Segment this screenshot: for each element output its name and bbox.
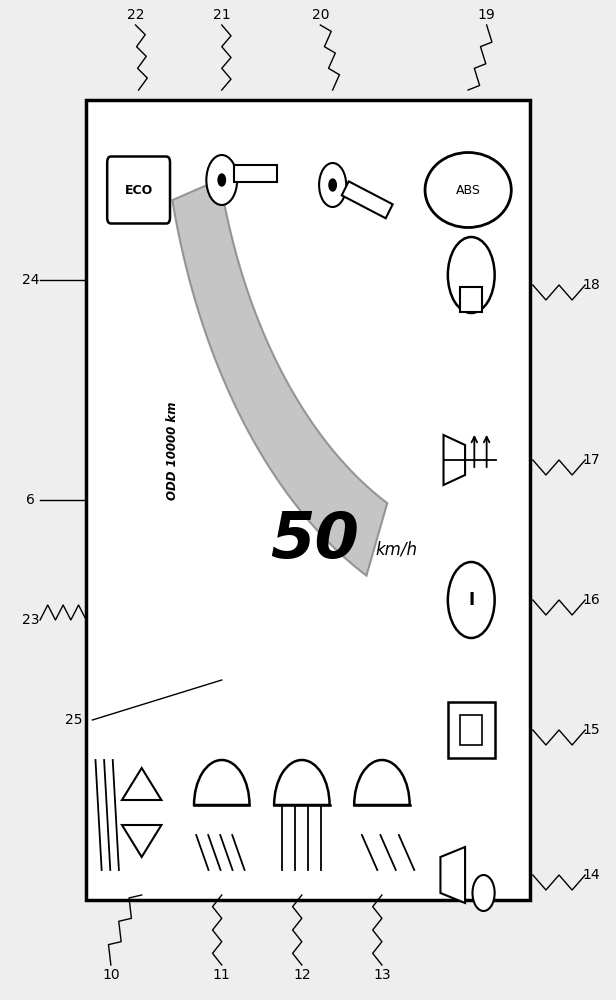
Circle shape xyxy=(448,562,495,638)
Text: 50: 50 xyxy=(270,509,359,571)
Text: 13: 13 xyxy=(373,968,391,982)
Text: I: I xyxy=(468,591,474,609)
Text: 18: 18 xyxy=(583,278,600,292)
Text: ABS: ABS xyxy=(456,184,480,196)
Ellipse shape xyxy=(425,152,511,228)
Circle shape xyxy=(329,179,336,191)
Circle shape xyxy=(448,237,495,313)
Text: 11: 11 xyxy=(213,968,230,982)
Wedge shape xyxy=(354,760,410,805)
Text: 14: 14 xyxy=(583,868,600,882)
Text: 16: 16 xyxy=(583,593,600,607)
Text: 20: 20 xyxy=(312,8,329,22)
Circle shape xyxy=(206,155,237,205)
FancyBboxPatch shape xyxy=(107,156,170,223)
Text: 15: 15 xyxy=(583,723,600,737)
Circle shape xyxy=(218,174,225,186)
Text: 12: 12 xyxy=(293,968,310,982)
Bar xyxy=(460,715,482,745)
Polygon shape xyxy=(444,435,465,485)
Text: 10: 10 xyxy=(102,968,120,982)
Polygon shape xyxy=(234,165,277,182)
Text: 17: 17 xyxy=(583,453,600,467)
Text: ODD 10000 km: ODD 10000 km xyxy=(166,401,179,500)
Wedge shape xyxy=(194,760,249,805)
Text: 19: 19 xyxy=(478,8,495,22)
Circle shape xyxy=(319,163,346,207)
Wedge shape xyxy=(274,760,330,805)
Text: 22: 22 xyxy=(127,8,144,22)
Bar xyxy=(86,100,530,900)
Text: 25: 25 xyxy=(65,713,83,727)
Text: 23: 23 xyxy=(22,613,39,627)
Polygon shape xyxy=(172,179,387,576)
Circle shape xyxy=(472,875,495,911)
Bar xyxy=(460,287,482,312)
Bar xyxy=(448,702,495,758)
Text: km/h: km/h xyxy=(376,541,418,559)
Text: 6: 6 xyxy=(26,493,35,507)
Polygon shape xyxy=(440,847,465,903)
Text: 24: 24 xyxy=(22,273,39,287)
Polygon shape xyxy=(122,825,161,857)
Text: ECO: ECO xyxy=(124,184,153,196)
Polygon shape xyxy=(122,768,161,800)
Polygon shape xyxy=(342,181,392,218)
Text: 21: 21 xyxy=(213,8,230,22)
